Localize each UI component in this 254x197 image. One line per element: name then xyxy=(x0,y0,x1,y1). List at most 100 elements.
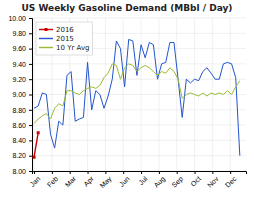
tick-label: 8.80 xyxy=(12,107,26,114)
tick-mark xyxy=(29,140,32,141)
tick-label: 8.60 xyxy=(12,122,26,129)
tick-label: Oct xyxy=(189,175,202,188)
grid-line xyxy=(32,155,246,156)
legend-label: 10 Yr Avg xyxy=(56,44,89,52)
tick-label: 10.00 xyxy=(8,15,26,22)
tick-mark xyxy=(52,171,53,174)
tick-mark xyxy=(70,171,71,174)
title: US Weekly Gasoline Demand (MBbl / Day) xyxy=(22,3,233,13)
tick: 8.20 xyxy=(12,152,32,159)
tick-mark xyxy=(29,49,32,50)
grid-line xyxy=(230,18,231,171)
tick: Oct xyxy=(189,171,202,188)
legend-swatch xyxy=(39,47,53,48)
tick: Dec xyxy=(224,171,238,189)
chart: Jan Feb Mar AprMay Jun Jul AugSep Oct Nov Dec 8.00… xyxy=(0,0,254,197)
tick-label: Sep xyxy=(170,175,185,190)
tick-label: 9.00 xyxy=(12,91,26,98)
grid-line xyxy=(32,125,246,126)
series-group xyxy=(33,39,240,158)
tick: 8.80 xyxy=(12,107,32,114)
tick-mark xyxy=(29,33,32,34)
tick-label: Nov xyxy=(206,175,220,189)
legend-label: 2015 xyxy=(56,35,74,43)
tick: May xyxy=(98,171,113,190)
grid-line xyxy=(32,79,246,80)
tick-mark xyxy=(195,171,196,174)
tick: Aug xyxy=(153,171,168,189)
tick-label: Apr xyxy=(82,174,96,188)
tick-label: 8.00 xyxy=(12,168,26,175)
tick: 9.20 xyxy=(12,76,32,83)
grid-line xyxy=(123,18,124,171)
series-line xyxy=(34,39,240,155)
tick: 9.40 xyxy=(12,61,32,68)
tick: 9.60 xyxy=(12,45,32,52)
tick-mark xyxy=(29,64,32,65)
legend-label: 2016 xyxy=(56,26,74,34)
tick-label: 8.20 xyxy=(12,152,26,159)
grid-line xyxy=(34,18,35,171)
tick: Jul xyxy=(137,171,149,186)
grid-line xyxy=(176,18,177,171)
tick: 8.40 xyxy=(12,137,32,144)
tick-label: Jul xyxy=(137,175,149,187)
tick-label: 9.40 xyxy=(12,61,26,68)
grid-line xyxy=(105,18,106,171)
tick: Feb xyxy=(46,171,60,188)
axis-line xyxy=(33,172,247,175)
grid-line xyxy=(141,18,142,171)
tick-mark xyxy=(177,171,178,174)
legend-swatch xyxy=(39,29,53,30)
tick-label: 9.60 xyxy=(12,45,26,52)
tick: 9.00 xyxy=(12,91,32,98)
tick-mark xyxy=(230,171,231,174)
tick-label: May xyxy=(98,175,113,190)
grid-line xyxy=(158,18,159,171)
tick-mark xyxy=(29,110,32,111)
tick-mark xyxy=(29,95,32,96)
tick-label: Feb xyxy=(46,175,60,189)
tick-mark xyxy=(29,125,32,126)
tick-mark xyxy=(29,79,32,80)
tick-mark xyxy=(29,18,32,19)
tick: Apr xyxy=(82,171,96,188)
grid-line xyxy=(212,18,213,171)
plot-area: Jan Feb Mar AprMay Jun Jul AugSep Oct Nov Dec 8.00… xyxy=(8,15,246,190)
tick-label: Mar xyxy=(64,174,78,188)
legend-frame xyxy=(36,22,92,55)
series-line xyxy=(34,133,38,157)
tick-mark xyxy=(29,171,32,172)
grid-line xyxy=(32,140,246,141)
tick: Jan xyxy=(29,171,42,188)
tick: 10.00 xyxy=(8,15,32,22)
tick-mark xyxy=(88,171,89,174)
tick: 9.80 xyxy=(12,30,32,37)
tick-label: Dec xyxy=(224,175,238,189)
marker xyxy=(33,156,36,159)
tick-label: Jun xyxy=(118,175,131,188)
grid-line xyxy=(32,18,246,19)
tick-mark xyxy=(212,171,213,174)
marker xyxy=(37,131,40,134)
legend-swatch xyxy=(39,38,53,39)
tick: Jun xyxy=(118,171,131,188)
tick-label: Aug xyxy=(153,175,168,190)
tick-mark xyxy=(34,171,35,174)
axis-line xyxy=(29,19,33,172)
x-axis: Jan Feb Mar AprMay Jun Jul AugSep Oct Nov Dec xyxy=(29,171,247,190)
tick: 8.00 xyxy=(12,168,32,175)
tick-mark xyxy=(123,171,124,174)
series-line xyxy=(34,64,240,124)
y-axis: 8.00 8.20 8.40 8.60 8.80 9.00 9.20 9.40 9.60 9.80… xyxy=(8,15,32,175)
tick-label: 9.80 xyxy=(12,30,26,37)
tick-label: 9.20 xyxy=(12,76,26,83)
tick-mark xyxy=(105,171,106,174)
legend-marker xyxy=(45,28,48,31)
tick-mark xyxy=(29,156,32,157)
tick: 8.60 xyxy=(12,122,32,129)
legend: 2016201510 Yr Avg xyxy=(36,22,92,55)
tick: Mar xyxy=(64,171,78,188)
grid xyxy=(32,18,246,171)
tick: Nov xyxy=(206,171,220,189)
